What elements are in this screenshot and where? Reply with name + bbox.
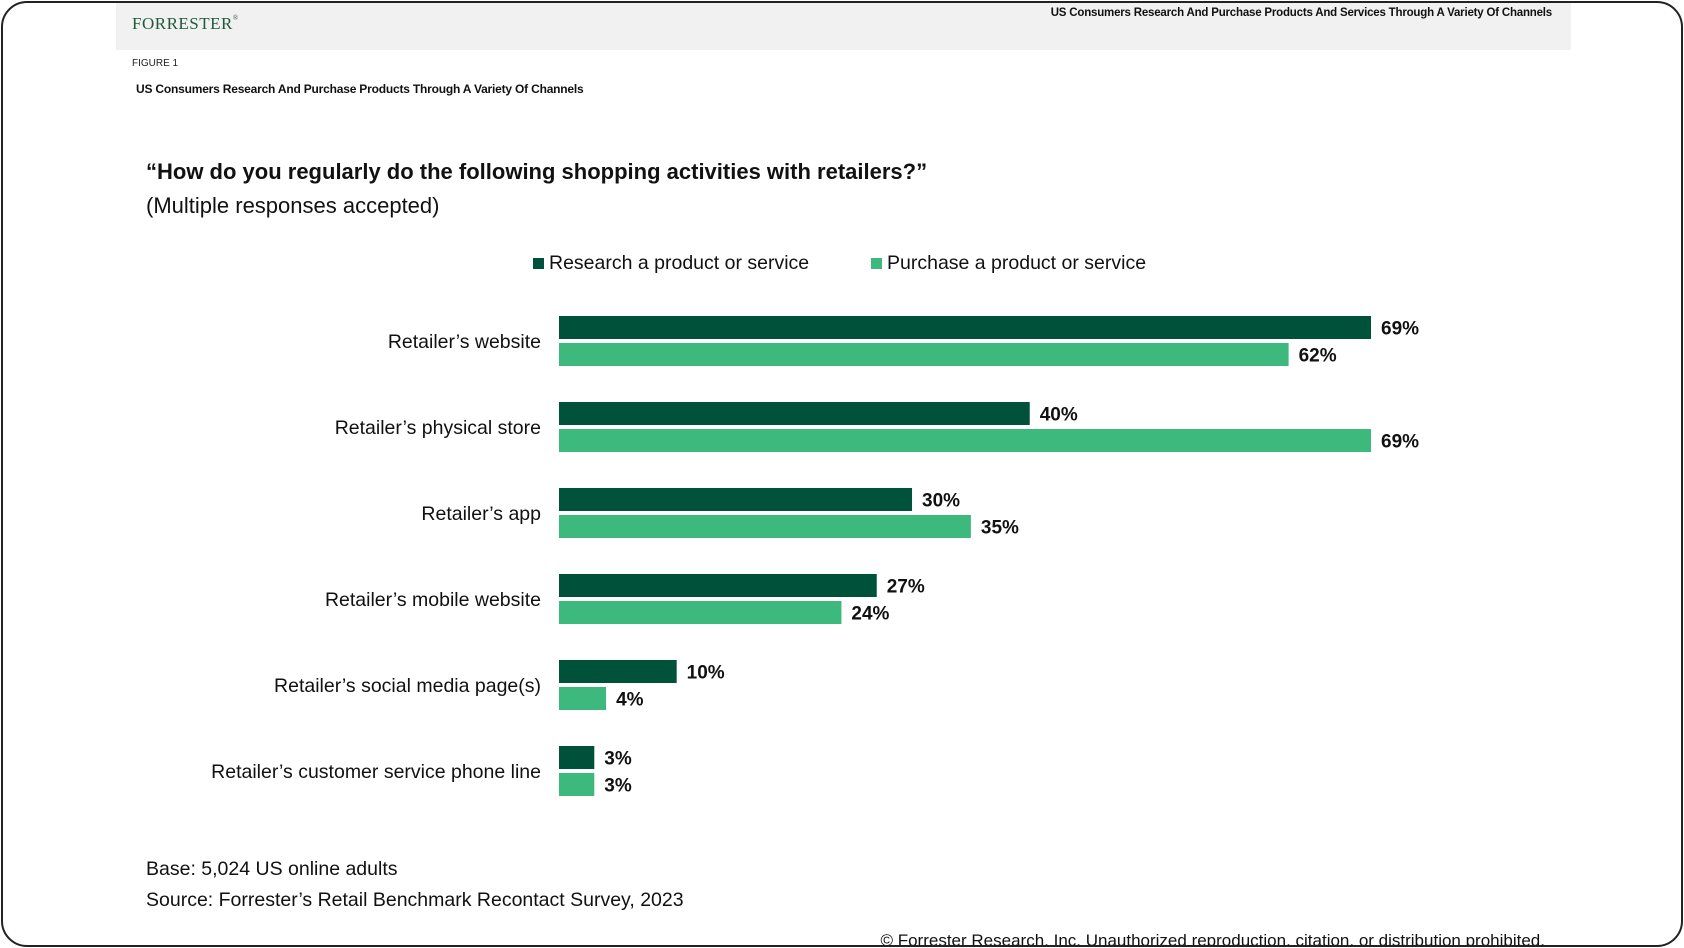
purchase-bar xyxy=(559,687,607,710)
purchase-bar xyxy=(559,343,1289,366)
data-label: 27% xyxy=(887,577,925,598)
category-label: Retailer’s physical store xyxy=(335,417,541,439)
chart-subtitle: (Multiple responses accepted) xyxy=(146,193,440,218)
research-bar xyxy=(559,402,1030,425)
legend-label-research: Research a product or service xyxy=(549,252,810,274)
research-bar xyxy=(559,574,877,597)
purchase-bar xyxy=(559,601,842,624)
data-label: 62% xyxy=(1299,346,1337,367)
legend-item-research: Research a product or service xyxy=(533,252,809,275)
category-label: Retailer’s website xyxy=(388,331,541,353)
legend-label-purchase: Purchase a product or service xyxy=(887,252,1147,274)
category-label: Retailer’s mobile website xyxy=(325,589,541,611)
figure-title: US Consumers Research And Purchase Produ… xyxy=(136,82,584,96)
figure-number: FIGURE 1 xyxy=(132,58,179,69)
legend-swatch-purchase xyxy=(871,258,882,269)
data-label: 3% xyxy=(604,749,632,770)
data-label: 30% xyxy=(922,491,960,512)
purchase-bar xyxy=(559,773,595,796)
data-label: 40% xyxy=(1040,405,1078,426)
chart-title: “How do you regularly do the following s… xyxy=(146,159,928,184)
purchase-bar xyxy=(559,429,1371,452)
chart-legend: Research a product or service Purchase a… xyxy=(3,252,1681,276)
header-bar: FORRESTER® US Consumers Research And Pur… xyxy=(116,3,1571,50)
category-label: Retailer’s app xyxy=(421,503,541,525)
header-title: US Consumers Research And Purchase Produ… xyxy=(1050,7,1552,19)
purchase-bar xyxy=(559,515,971,538)
research-bar xyxy=(559,746,595,769)
forrester-logo: FORRESTER® xyxy=(132,14,239,33)
legend-swatch-research xyxy=(533,258,544,269)
data-label: 69% xyxy=(1381,319,1419,340)
legend-item-purchase: Purchase a product or service xyxy=(871,252,1146,275)
base-note: Base: 5,024 US online adults xyxy=(146,858,398,880)
data-label: 4% xyxy=(616,690,644,711)
research-bar xyxy=(559,660,677,683)
data-label: 24% xyxy=(851,604,889,625)
source-note: Source: Forrester’s Retail Benchmark Rec… xyxy=(146,889,684,911)
data-label: 10% xyxy=(687,663,725,684)
research-bar xyxy=(559,488,913,511)
bar-chart: Retailer’s website 69% 62% Retailer’s physi… xyxy=(211,316,1419,797)
category-label: Retailer’s customer service phone line xyxy=(211,761,541,783)
data-label: 69% xyxy=(1381,432,1419,453)
data-label: 3% xyxy=(604,776,632,797)
category-label: Retailer’s social media page(s) xyxy=(274,675,541,697)
research-bar xyxy=(559,316,1371,339)
data-label: 35% xyxy=(981,518,1019,539)
copyright-note: © Forrester Research, Inc. Unauthorized … xyxy=(880,931,1545,947)
